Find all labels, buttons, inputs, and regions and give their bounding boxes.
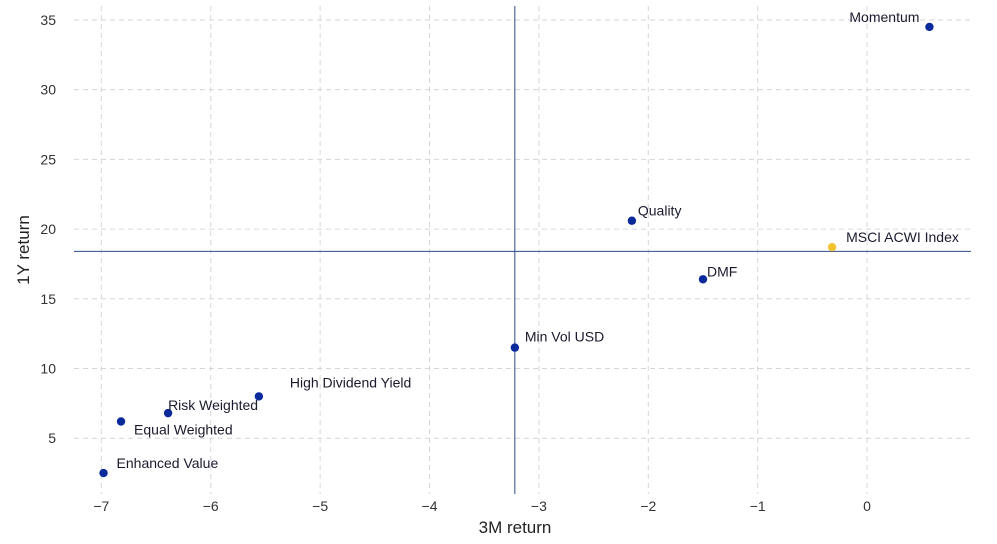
point-label: Momentum (849, 9, 919, 25)
x-tick-label: 0 (863, 498, 871, 514)
y-tick-label: 35 (40, 12, 56, 28)
data-point (925, 22, 934, 32)
y-tick-label: 20 (40, 221, 56, 237)
x-tick-label: −1 (750, 498, 766, 514)
y-axis-title: 1Y return (14, 215, 33, 285)
data-point (254, 392, 264, 401)
data-point (163, 408, 173, 418)
data-points (99, 22, 934, 478)
x-tick-label: −6 (203, 498, 219, 514)
x-axis-ticks: −7 −6 −5 −4 −3 −2 −1 0 (93, 498, 871, 514)
point-label: Quality (638, 203, 682, 219)
benchmark-point (827, 243, 837, 252)
data-point (99, 468, 108, 478)
y-tick-label: 30 (40, 82, 56, 98)
point-label: Min Vol USD (525, 329, 604, 345)
point-labels: Momentum Quality MSCI ACWI Index DMF Min Vol… (117, 9, 959, 471)
y-tick-label: 25 (40, 151, 56, 167)
data-point (627, 216, 637, 225)
x-tick-label: −5 (312, 498, 328, 514)
grid (74, 6, 971, 494)
point-label: High Dividend Yield (290, 374, 411, 390)
point-label: MSCI ACWI Index (846, 229, 959, 245)
point-label: Risk Weighted (168, 397, 258, 413)
x-axis-title: 3M return (479, 518, 552, 537)
data-point (510, 343, 520, 352)
point-label: Enhanced Value (117, 455, 219, 471)
point-label: DMF (707, 263, 737, 279)
reference-lines (74, 6, 971, 494)
point-label: Equal Weighted (134, 421, 233, 437)
x-tick-label: −3 (531, 498, 547, 514)
x-tick-label: −7 (93, 498, 109, 514)
x-tick-label: −2 (640, 498, 656, 514)
data-point (116, 417, 126, 426)
y-tick-label: 5 (48, 430, 56, 446)
x-tick-label: −4 (422, 498, 438, 514)
data-point (698, 275, 708, 284)
y-tick-label: 10 (40, 361, 56, 377)
y-tick-label: 15 (40, 291, 56, 307)
y-axis-ticks: 5 10 15 20 25 30 35 (40, 12, 56, 446)
